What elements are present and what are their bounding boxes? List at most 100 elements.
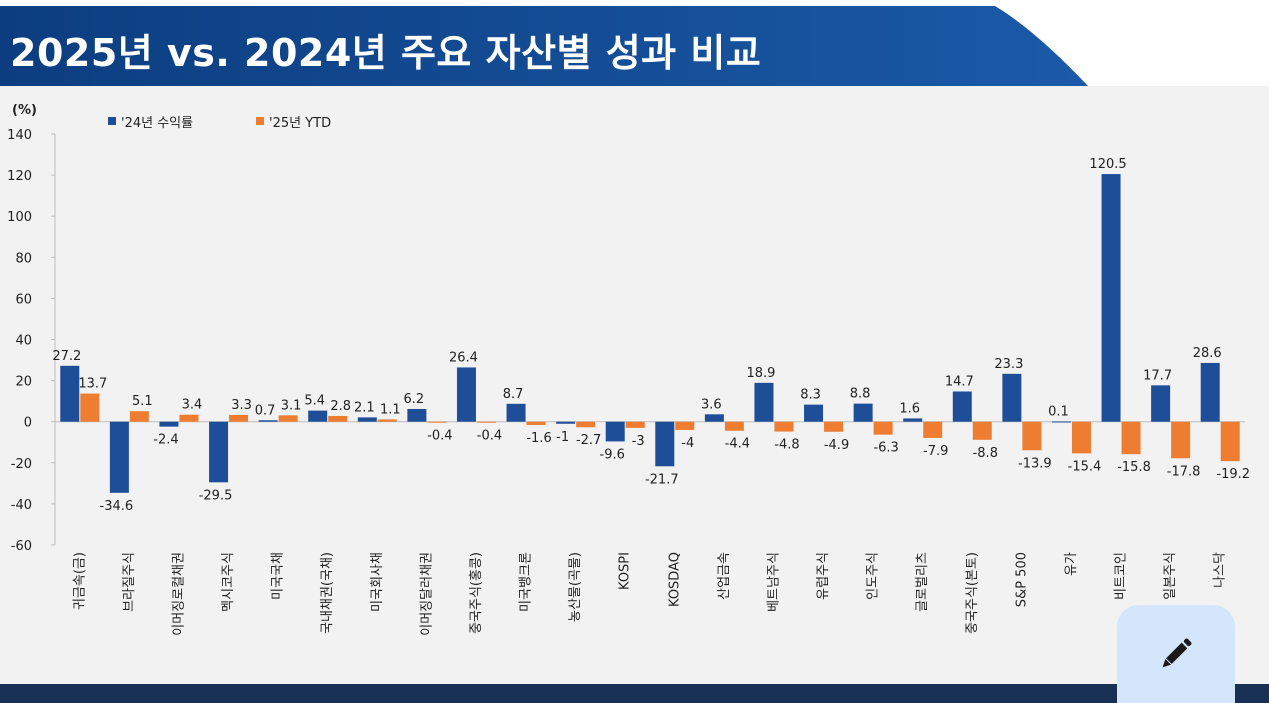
bar-2025 [1220, 421, 1240, 462]
data-label: 27.2 [52, 349, 81, 364]
pencil-icon [1162, 638, 1192, 668]
bar-2025 [675, 421, 695, 430]
data-label: -1.6 [526, 431, 551, 446]
data-label: -9.6 [600, 447, 625, 462]
bar-2025 [526, 421, 546, 425]
data-label: -29.5 [199, 488, 233, 503]
page-title: 2025년 vs. 2024년 주요 자산별 성과 비교 [10, 31, 762, 75]
bar-2025 [278, 415, 298, 422]
y-tick-label: 120 [7, 169, 32, 184]
category-labels: 귀금속(금) 브라질주식 이머징로컬채권 멕시코주식 미국국채 국내채권(국채) 미국회사채… [72, 552, 1227, 636]
bar-2025 [80, 393, 100, 422]
data-label: -4.4 [725, 437, 750, 452]
data-label: -1 [556, 430, 569, 445]
data-label: 18.9 [746, 366, 775, 381]
category-label: 귀금속(금) [72, 552, 87, 610]
category-label: 나스닥 [1213, 552, 1228, 588]
bar-2025 [824, 421, 844, 432]
edit-button[interactable] [1117, 605, 1235, 703]
data-label: -3 [632, 434, 645, 449]
data-label: 1.1 [380, 402, 401, 417]
bar-2024 [60, 365, 80, 422]
bars [60, 174, 1240, 493]
data-label: 2.8 [330, 399, 351, 414]
data-label: -15.8 [1117, 460, 1151, 475]
bar-2025 [229, 414, 249, 422]
category-label: 베트남주식 [766, 552, 781, 612]
bar-2025 [129, 411, 149, 422]
bar-2025 [1121, 421, 1141, 455]
y-tick-label: -60 [11, 539, 32, 554]
category-label: 이머징로컬채권 [171, 552, 186, 636]
category-label: 미국회사채 [370, 552, 385, 612]
chart-area [0, 86, 1269, 684]
y-tick-label: 40 [15, 334, 32, 349]
legend-label: '24년 수익률 [121, 116, 193, 131]
legend: '24년 수익률 '25년 YTD [108, 116, 331, 131]
bar-2024 [159, 421, 179, 427]
footer-bar [0, 684, 1269, 703]
y-tick-label: 0 [24, 416, 32, 431]
bar-2025 [1022, 421, 1042, 451]
data-label: 3.6 [701, 397, 722, 412]
data-label: 17.7 [1143, 368, 1172, 383]
data-label: -0.4 [477, 429, 502, 444]
bar-2025 [724, 421, 744, 431]
bar-2024 [754, 382, 774, 422]
category-label: 중국주식(홍콩) [469, 552, 484, 634]
bar-2025 [774, 421, 794, 432]
bar-2024 [258, 420, 278, 422]
category-label: 비트코인 [1114, 552, 1129, 600]
data-label: 5.1 [132, 394, 153, 409]
data-label: -17.8 [1167, 464, 1201, 479]
data-label: 14.7 [945, 374, 974, 389]
bar-2024 [853, 403, 873, 422]
y-tick-label: 20 [15, 375, 32, 390]
category-label: 산업금속 [717, 552, 732, 600]
data-label: -4 [681, 436, 694, 451]
data-label: 8.7 [503, 387, 524, 402]
category-label: 일본주식 [1163, 552, 1178, 600]
bar-2024 [556, 421, 576, 424]
bar-2025 [1171, 421, 1191, 459]
data-label: -21.7 [645, 472, 679, 487]
bar-2024 [903, 418, 923, 422]
legend-swatch [256, 117, 264, 125]
data-label: 2.1 [354, 400, 375, 415]
bar-2025 [873, 421, 893, 435]
bar-2024 [952, 391, 972, 422]
bar-2025 [1071, 421, 1091, 454]
bar-2025 [427, 421, 447, 423]
category-label: 농산물(곡물) [568, 552, 583, 622]
y-tick-label: -20 [11, 457, 32, 472]
bar-2024 [1101, 174, 1121, 422]
data-label: -7.9 [923, 444, 948, 459]
data-label: -8.8 [973, 446, 998, 461]
bar-2024 [1002, 373, 1022, 422]
y-tick-label: 140 [7, 128, 32, 143]
bar-2024 [605, 421, 625, 442]
bar-2025 [179, 414, 199, 422]
bar-2024 [1151, 385, 1171, 422]
bar-2024 [308, 410, 328, 422]
category-label: KOSDAQ [667, 552, 682, 607]
data-label: 8.8 [850, 387, 871, 402]
data-label: 13.7 [78, 377, 107, 392]
bar-2025 [328, 415, 348, 422]
title-banner-shape [0, 6, 1088, 86]
y-tick-label: 60 [15, 292, 32, 307]
category-label: 이머징달러채권 [419, 552, 434, 636]
bar-2024 [506, 403, 526, 422]
bar-2025 [377, 419, 397, 422]
y-tick-label: -40 [11, 498, 32, 513]
data-label: 1.6 [899, 401, 920, 416]
bar-2024 [456, 367, 476, 422]
data-label: -6.3 [873, 441, 898, 456]
data-label: 120.5 [1089, 157, 1126, 172]
data-labels: 27.2 13.7 -34.6 5.1 -2.4 3.4 -29.5 3.3 0.7 3.1 5.4… [52, 157, 1250, 514]
data-label: 3.1 [281, 398, 302, 413]
bar-chart: (%) 140 120 100 80 60 40 20 0 -20 -40 -60 27.2 13.7… [7, 103, 1250, 636]
category-label: 브라질주식 [122, 552, 137, 612]
bar-2024 [804, 404, 824, 422]
data-label: -0.4 [427, 429, 452, 444]
